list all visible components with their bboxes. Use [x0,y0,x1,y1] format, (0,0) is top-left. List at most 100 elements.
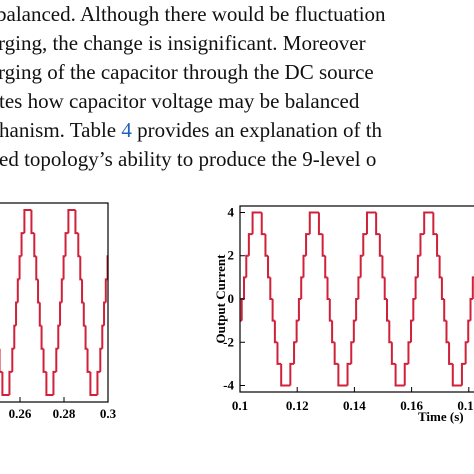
step-segment [52,370,57,396]
step-segment [280,363,291,387]
step-segment [16,278,20,303]
step-segment [89,371,98,397]
step-segment [60,278,64,303]
step-segment [13,324,17,349]
step-segment [295,319,299,343]
step-segment [436,234,440,257]
step-segment [297,298,302,321]
step-segment [37,279,40,304]
step-segment [40,325,44,350]
text: hanism. Table [0,118,122,142]
step-segment [471,276,474,299]
text-line: ed topology’s ability to produce the 9-l… [0,147,377,171]
step-segment [74,209,79,235]
step-segment [0,348,3,373]
step-segment [11,347,15,372]
step-segment [445,320,450,344]
step-segment [243,276,247,299]
x-tick-label: 0.18 [457,398,474,413]
text-line: rging, the change is insignificant. More… [0,31,366,55]
step-segment [104,278,108,303]
series [0,208,109,397]
step-segment [383,277,388,300]
step-segment [300,276,304,299]
step-segment [18,255,22,280]
step-segment [260,212,266,236]
step-segment [77,233,81,258]
step-segment [269,277,273,300]
step-segment [96,370,101,396]
step-segment [448,342,453,365]
step-segment [45,371,54,397]
step-segment [362,233,367,256]
step-segment [328,299,333,322]
step-segment [247,233,253,256]
step-segment [394,363,405,387]
step-segment [302,254,307,278]
step-segment [386,299,390,322]
y-axis-label: Output Current [213,254,228,344]
step-segment [81,279,84,304]
step-segment [333,342,339,365]
step-segment [62,255,66,280]
table-link[interactable]: 4 [121,118,132,142]
x-tick-label: 0.14 [343,398,366,413]
step-segment [271,299,275,322]
step-segment [64,232,69,257]
step-segment [357,276,361,299]
step-segment [276,342,282,365]
step-segment [30,209,35,235]
step-segment [365,211,377,235]
step-segment [331,320,335,344]
y-tick-label: 2 [228,248,235,263]
series [240,211,474,387]
step-segment [59,301,62,326]
y-tick-label: -4 [223,378,234,393]
step-segment [20,232,25,257]
step-segment [42,348,47,373]
x-tick-label: 0.16 [400,398,423,413]
step-segment [359,254,364,278]
x-tick-label: 0.3 [100,406,117,421]
step-segment [326,277,330,300]
step-segment [267,255,271,279]
text-line: rging of the capacitor through the DC so… [0,60,374,84]
step-segment [101,324,105,349]
step-segment [460,362,466,386]
step-segment [289,362,295,386]
step-segment [403,362,409,386]
step-segment [416,254,421,278]
step-segment [407,341,412,364]
step-segment [23,208,32,234]
step-segment [414,276,418,299]
step-segment [469,298,473,321]
step-segment [346,362,352,386]
step-segment [308,211,319,235]
step-segment [352,319,357,343]
text: provides an explanation of th [131,118,383,142]
step-segment [35,256,39,281]
step-segment [79,256,83,281]
step-segment [273,320,278,344]
step-segment [375,212,380,236]
y-tick-label: 4 [228,204,235,219]
step-segment [1,371,10,397]
step-segment [378,234,383,257]
step-segment [337,363,348,387]
x-tick-label: 0.1 [232,398,248,413]
paragraph: balanced. Although there would be fluctu… [0,0,474,174]
step-segment [99,347,103,372]
step-segment [86,348,91,373]
step-segment [324,255,328,279]
step-segment [82,302,86,327]
step-segment [355,298,359,321]
step-segment [293,341,297,364]
step-segment [412,298,416,321]
step-segment [264,234,269,257]
plot-frame [0,202,109,403]
step-segment [321,234,326,257]
step-segment [15,301,18,326]
x-tick-label: 0.28 [53,406,76,421]
